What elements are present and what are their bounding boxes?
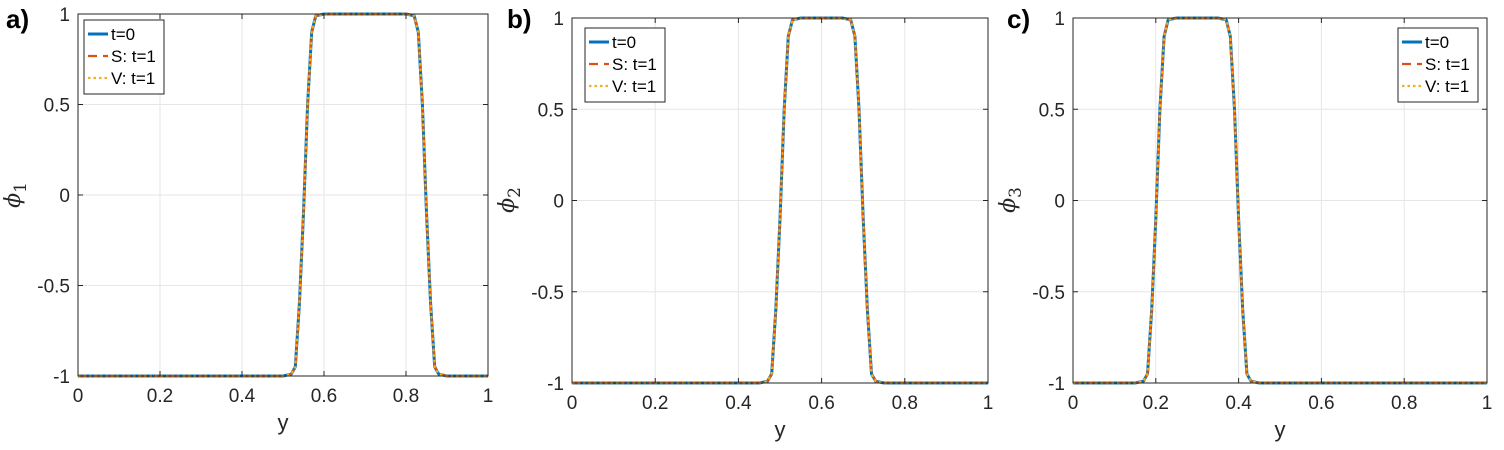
legend-entry-2: S: t=1	[1425, 55, 1470, 74]
legend-entry-1: t=0	[111, 25, 135, 44]
panel-label: c)	[1007, 4, 1030, 34]
x-tick-label: 0.4	[229, 386, 256, 407]
y-tick-label: -1	[53, 367, 70, 388]
panel-label: b)	[507, 4, 532, 34]
y-axis-label: ϕ2	[495, 187, 525, 213]
y-tick-label: -0.5	[1032, 283, 1065, 304]
x-tick-label: 1	[1482, 393, 1493, 414]
y-axis-label-symbol: ϕ	[1, 193, 26, 208]
x-tick-label: 1	[983, 393, 994, 414]
legend-box	[584, 27, 666, 103]
y-tick-label: -0.5	[531, 283, 564, 304]
legend-entry-2: S: t=1	[612, 55, 657, 74]
legend-entry-1: t=0	[612, 33, 636, 52]
y-tick-label: 1	[59, 5, 70, 26]
x-tick-label: 0	[567, 393, 578, 414]
x-axis-label: y	[1275, 417, 1286, 442]
x-tick-label: 0.6	[808, 393, 834, 414]
x-tick-label: 0.8	[1391, 393, 1417, 414]
y-axis-label-subscript: 3	[1006, 187, 1026, 198]
x-tick-label: 1	[483, 386, 494, 407]
y-axis-label: ϕ3	[996, 187, 1026, 213]
panel-label: a)	[6, 4, 29, 34]
legend: t=0 S: t=1 V: t=1	[584, 27, 666, 103]
x-tick-label: 0.6	[1308, 393, 1334, 414]
chart-panel-2: 0 0.2 0.4 0.6 0.8 1 -1 -0.5 0 0.5 1 y ϕ2 b) t=0 S: t=1 V…	[495, 4, 993, 442]
x-axis-label: y	[775, 417, 786, 442]
y-tick-label: 0.5	[538, 100, 564, 121]
x-tick-label: 0.4	[725, 393, 752, 414]
y-tick-label: -1	[547, 374, 564, 395]
x-tick-label: 0	[1068, 393, 1079, 414]
legend: t=0 S: t=1 V: t=1	[83, 19, 165, 95]
x-tick-label: 0	[73, 386, 84, 407]
legend-entry-3: V: t=1	[111, 69, 155, 88]
x-tick-label: 0.6	[311, 386, 337, 407]
y-tick-label: 0.5	[44, 96, 70, 117]
chart-panel-3: 0 0.2 0.4 0.6 0.8 1 -1 -0.5 0 0.5 1 y ϕ3 c) t=0 S: t=1 V…	[996, 4, 1492, 442]
legend-box	[1397, 27, 1479, 103]
y-tick-label: 0.5	[1039, 100, 1065, 121]
x-tick-label: 0.8	[892, 393, 918, 414]
series-line-3	[572, 16, 988, 385]
y-tick-label: 0	[59, 186, 70, 207]
y-tick-label: 1	[1054, 9, 1065, 30]
x-tick-label: 0.8	[393, 386, 419, 407]
legend-entry-3: V: t=1	[1425, 77, 1469, 96]
y-axis-label: ϕ1	[1, 182, 31, 208]
y-axis-label-subscript: 2	[505, 187, 525, 198]
y-axis-label-symbol: ϕ	[996, 198, 1021, 213]
x-axis-label: y	[278, 410, 289, 435]
y-tick-label: -1	[1048, 374, 1065, 395]
x-tick-label: 0.2	[1143, 393, 1169, 414]
legend-entry-3: V: t=1	[612, 77, 656, 96]
y-axis-label-subscript: 1	[11, 182, 31, 193]
legend-entry-1: t=0	[1425, 33, 1449, 52]
y-axis-label-symbol: ϕ	[495, 198, 520, 213]
x-tick-label: 0.2	[642, 393, 668, 414]
y-tick-label: 0	[1054, 192, 1065, 213]
legend: t=0 S: t=1 V: t=1	[1397, 27, 1479, 103]
x-tick-label: 0.2	[147, 386, 173, 407]
x-tick-label: 0.4	[1225, 393, 1252, 414]
legend-entry-2: S: t=1	[111, 47, 156, 66]
y-tick-label: 1	[553, 9, 564, 30]
y-tick-label: -0.5	[37, 277, 70, 298]
legend-box	[83, 19, 165, 95]
y-tick-label: 0	[553, 192, 564, 213]
